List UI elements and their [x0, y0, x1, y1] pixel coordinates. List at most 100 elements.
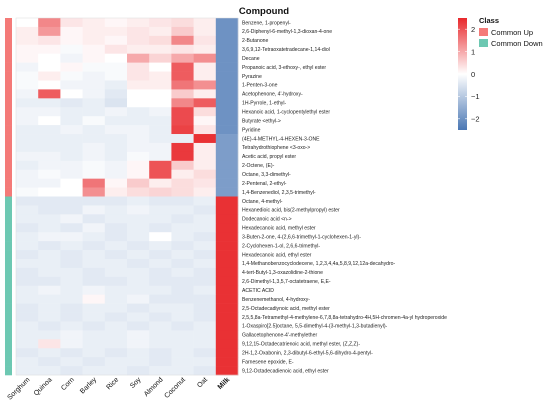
row-label: 3,6,9,12-Tetraoxatetradecane-1,14-diol: [242, 47, 330, 53]
heatmap-cell: [193, 196, 217, 206]
heatmap-cell: [171, 89, 194, 99]
heatmap-cell: [215, 125, 239, 135]
row-label: Octane, 3,3-dimethyl-: [242, 172, 291, 178]
class-cell: [5, 205, 12, 215]
heatmap-cell: [16, 26, 39, 37]
heatmap-cell: [149, 348, 172, 358]
row-label: 2,5-Octadecadiynoic acid, methyl ester: [242, 306, 330, 312]
heatmap-cell: [149, 169, 172, 179]
heatmap-cell: [104, 214, 128, 224]
column-label: Oat: [196, 376, 209, 389]
heatmap-cell: [171, 348, 194, 358]
class-cell: [5, 285, 12, 295]
heatmap-cell: [193, 232, 217, 242]
class-cell: [5, 53, 12, 63]
heatmap-cell: [215, 303, 239, 313]
heatmap-cell: [127, 348, 150, 358]
heatmap-cell: [38, 44, 61, 55]
class-cell: [5, 62, 12, 72]
column-label: Coconut: [164, 376, 187, 399]
heatmap-cell: [16, 303, 39, 313]
heatmap-cell: [16, 62, 39, 72]
heatmap-cell: [16, 196, 39, 206]
heatmap-cell: [38, 348, 61, 358]
heatmap-cell: [16, 267, 39, 278]
heatmap-cell: [82, 71, 106, 81]
heatmap-cell: [104, 107, 128, 117]
heatmap-cell: [171, 134, 194, 144]
heatmap-cell: [171, 232, 194, 242]
row-label: Hexadecanoic acid, methyl ester: [242, 226, 316, 232]
heatmap-cell: [171, 116, 194, 126]
heatmap-cell: [149, 116, 172, 126]
heatmap-cell: [60, 107, 83, 117]
class-cell: [5, 366, 12, 376]
heatmap-cell: [16, 321, 39, 331]
heatmap-cell: [149, 294, 172, 304]
heatmap-cell: [60, 357, 83, 367]
row-label: 2-Octene, (E)-: [242, 163, 275, 169]
heatmap-cell: [171, 205, 194, 215]
heatmap-cell: [104, 62, 128, 72]
heatmap-cell: [127, 169, 150, 179]
heatmap-cell: [149, 160, 172, 171]
heatmap-cell: [82, 169, 106, 179]
heatmap-cell: [38, 232, 61, 242]
heatmap-cell: [149, 35, 172, 46]
heatmap-cell: [127, 312, 150, 322]
heatmap-cell: [82, 80, 106, 90]
heatmap-cell: [193, 107, 217, 117]
heatmap-cell: [82, 276, 106, 287]
heatmap-cell: [16, 71, 39, 81]
heatmap-cell: [38, 142, 61, 153]
heatmap-cell: [193, 267, 217, 278]
heatmap-cell: [127, 80, 150, 90]
heatmap-cell: [193, 357, 217, 367]
heatmap-cell: [149, 330, 172, 340]
heatmap-cell: [38, 339, 61, 349]
heatmap-cell: [127, 53, 150, 63]
class-cell: [5, 169, 12, 179]
row-label: 3-Buten-2-one, 4-(2,6,6-trimethyl-1-cycl…: [242, 234, 361, 240]
heatmap-cell: [82, 18, 106, 28]
heatmap-cell: [60, 205, 83, 215]
heatmap-cell: [171, 142, 194, 153]
heatmap-cell: [149, 258, 172, 269]
class-cell: [5, 35, 12, 46]
heatmap-cell: [82, 339, 106, 349]
heatmap-cell: [215, 196, 239, 206]
heatmap-cell: [215, 62, 239, 72]
heatmap-cell: [193, 116, 217, 126]
class-cell: [5, 107, 12, 117]
heatmap-border: [15, 17, 239, 376]
class-cell: [5, 214, 12, 224]
heatmap-cell: [38, 330, 61, 340]
heatmap-cell: [38, 223, 61, 233]
heatmap-cell: [82, 312, 106, 322]
heatmap-cell: [127, 267, 150, 278]
heatmap-cell: [16, 258, 39, 269]
class-cell: [5, 187, 12, 197]
heatmap-cell: [82, 196, 106, 206]
heatmap-cell: [104, 98, 128, 108]
heatmap-cell: [215, 151, 239, 162]
class-cell: [5, 80, 12, 90]
heatmap-cell: [193, 35, 217, 46]
heatmap-cell: [193, 169, 217, 179]
heatmap-cell: [171, 339, 194, 349]
heatmap-cell: [104, 357, 128, 367]
class-cell: [5, 116, 12, 126]
heatmap-cell: [149, 232, 172, 242]
heatmap-cell: [38, 250, 61, 260]
heatmap-cell: [149, 187, 172, 197]
heatmap-cell: [104, 330, 128, 340]
heatmap-cell: [38, 294, 61, 304]
row-label: Tetrahydrothiophene <3-oxo->: [242, 145, 310, 151]
heatmap-cell: [215, 71, 239, 81]
class-annotation-bar: [5, 18, 12, 376]
heatmap-cell: [38, 98, 61, 108]
class-cell: [5, 151, 12, 162]
heatmap-cell: [104, 26, 128, 37]
colorbar-tick-label: −2: [471, 115, 480, 124]
